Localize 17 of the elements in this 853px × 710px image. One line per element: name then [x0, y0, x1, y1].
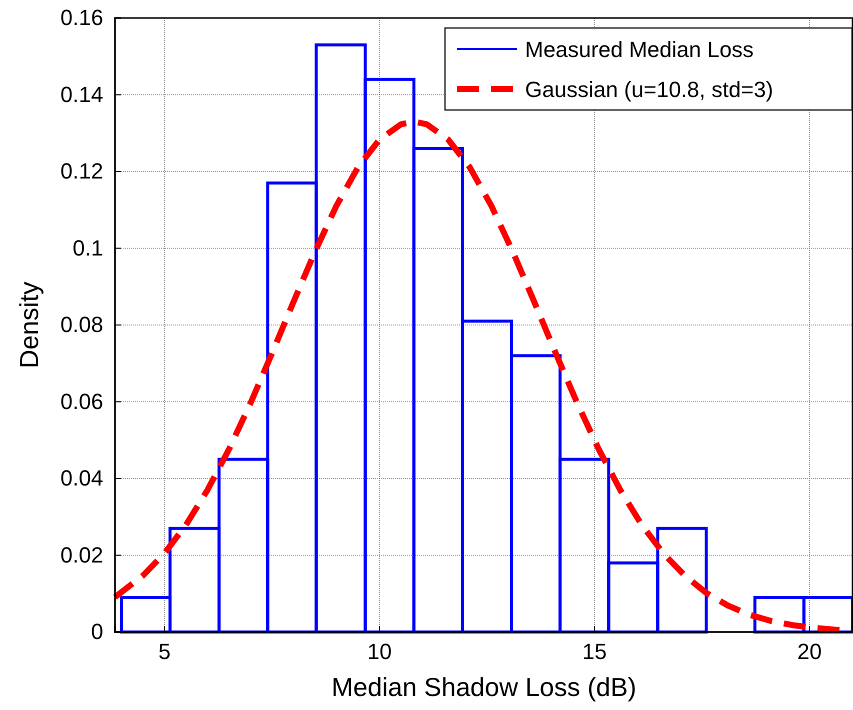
y-tick-label: 0 [90, 619, 104, 644]
x-axis-title: Median Shadow Loss (dB) [332, 672, 636, 702]
y-tick-label: 0.04 [60, 466, 104, 491]
x-tick-label: 15 [582, 639, 607, 664]
x-tick-label: 10 [367, 639, 392, 664]
y-tick-label: 0.02 [60, 542, 104, 568]
x-tick-label: 20 [797, 639, 822, 664]
y-tick-label: 0.12 [60, 158, 104, 184]
y-tick-label: 0.08 [60, 312, 104, 338]
y-tick-label: 0.1 [72, 235, 104, 260]
legend-label: Gaussian (u=10.8, std=3) [525, 77, 774, 102]
legend-label: Measured Median Loss [525, 37, 754, 62]
y-axis-title: Density [14, 282, 44, 368]
y-tick-label: 0.16 [60, 5, 104, 30]
y-tick-label: 0.14 [60, 82, 104, 107]
x-tick-label: 5 [158, 639, 171, 664]
y-tick-label: 0.06 [60, 388, 104, 414]
